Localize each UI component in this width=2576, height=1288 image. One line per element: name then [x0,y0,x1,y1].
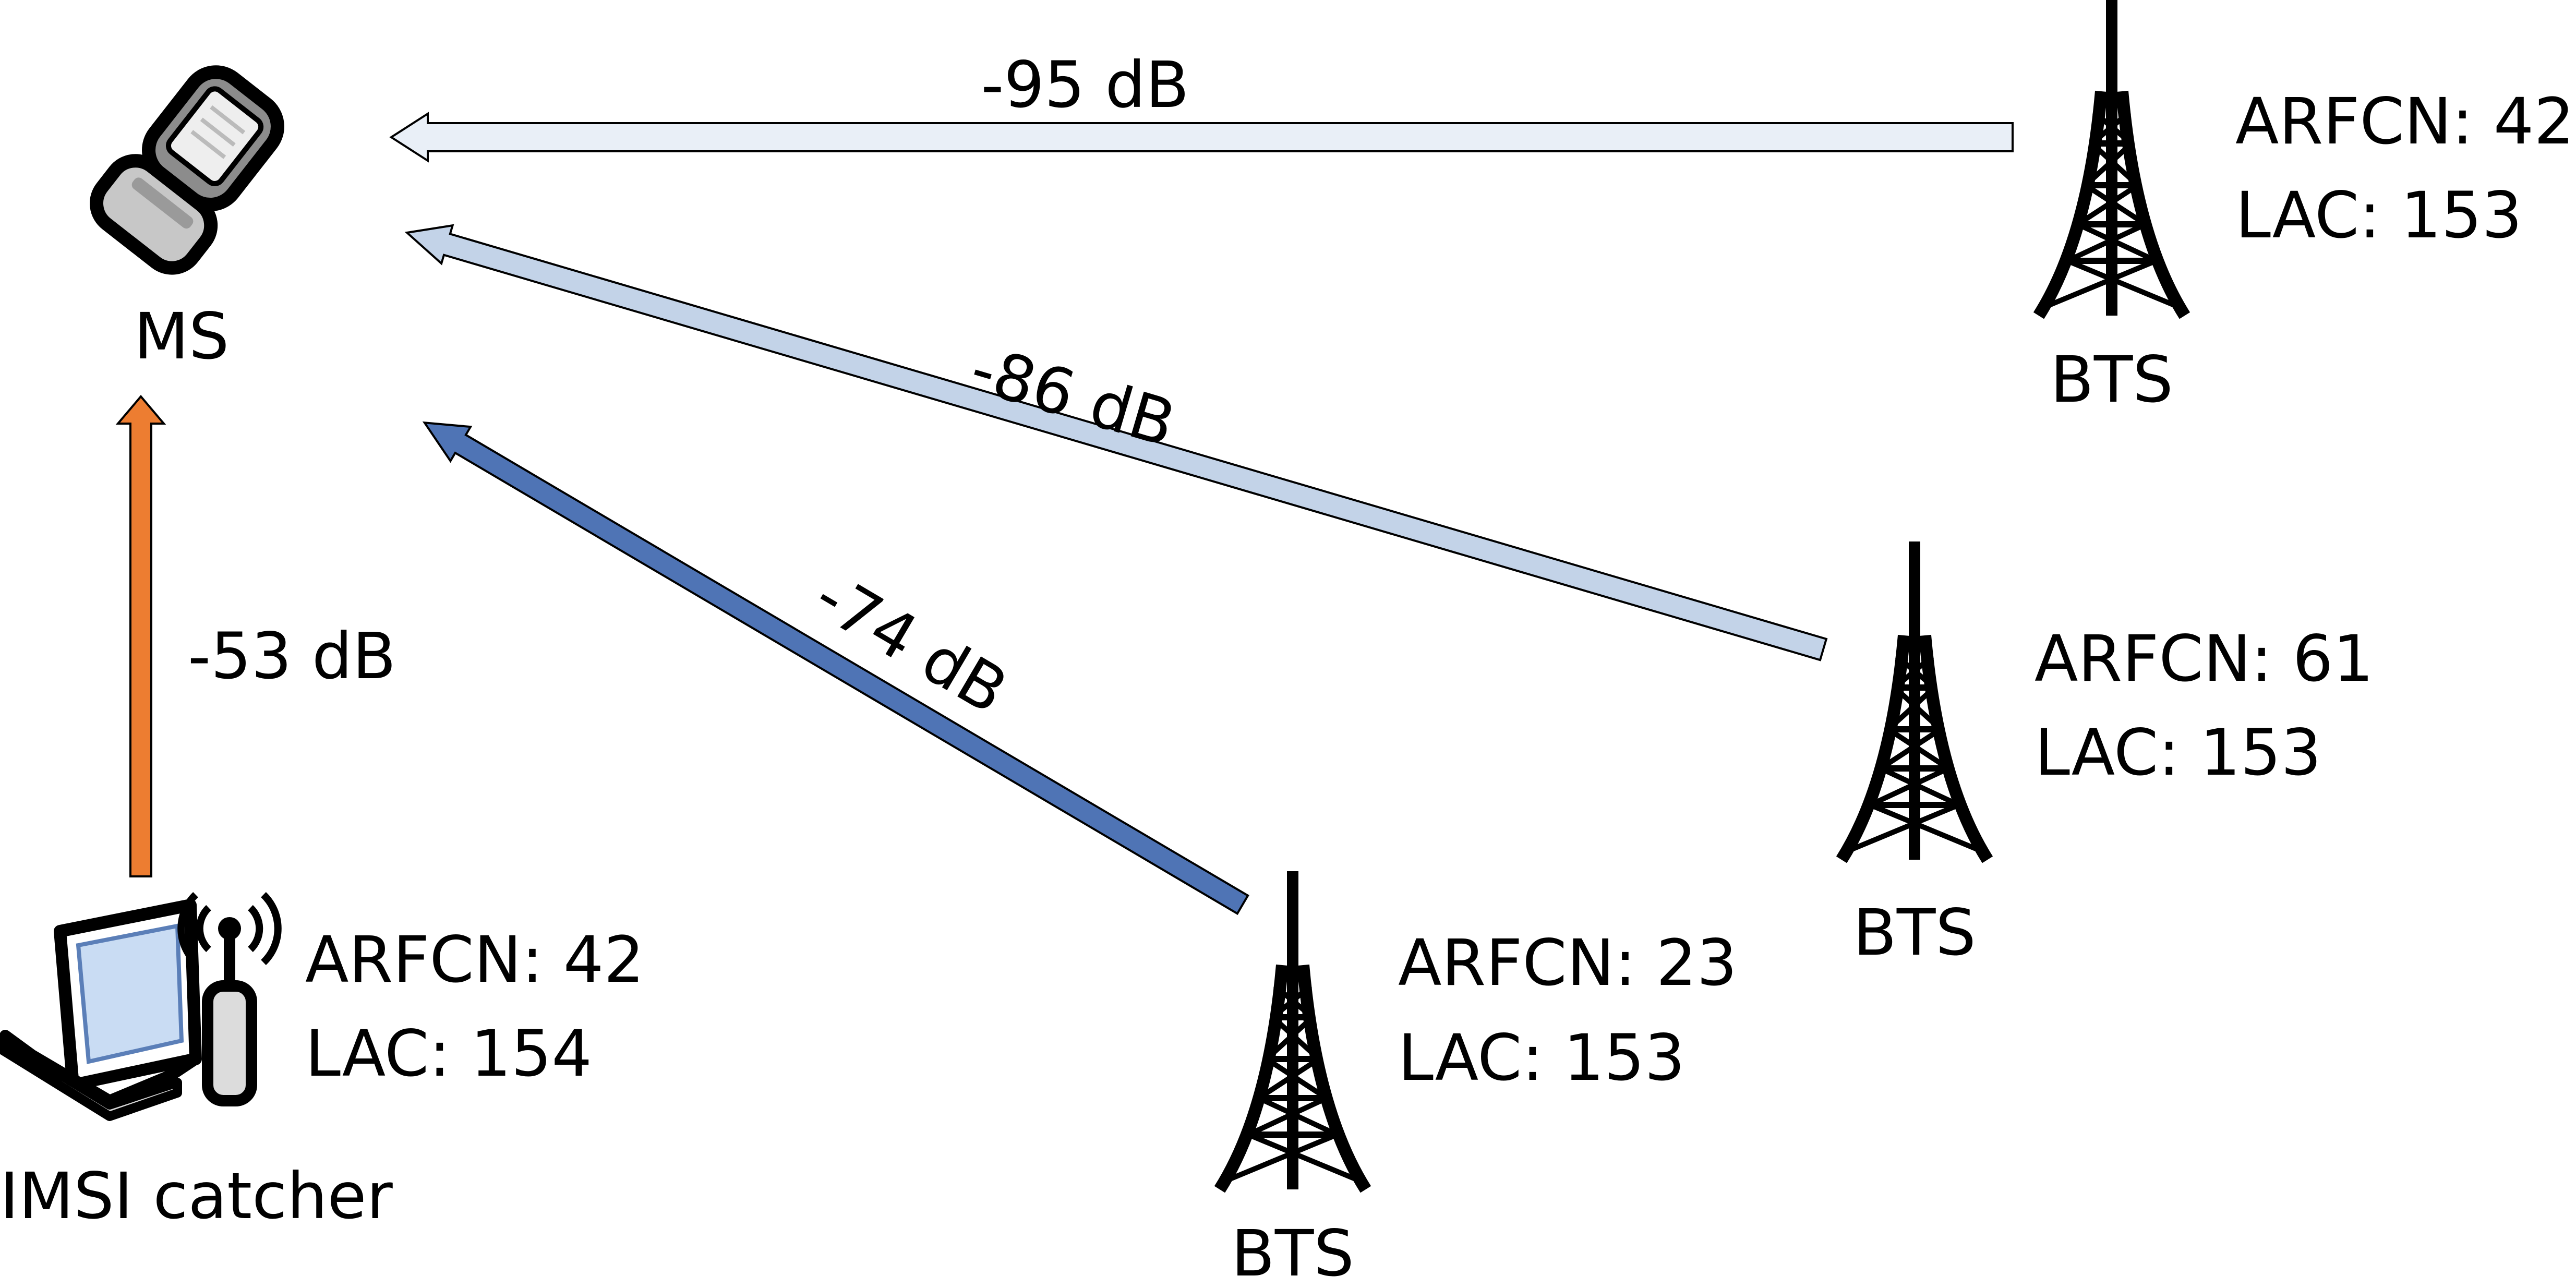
node-bts-bottom: BTS ARFCN: 23 LAC: 153 [1220,871,1737,1288]
node-bts-top: BTS ARFCN: 42 LAC: 153 [2039,0,2574,417]
arrow-bts-top-to-ms [389,112,2014,163]
cell-tower-icon [1841,541,1988,860]
cell-tower-icon [2039,0,2185,316]
bts-top-arfcn: ARFCN: 42 [2235,85,2574,159]
label-signal-bts-top: -95 dB [981,48,1189,122]
bts-bottom-arfcn: ARFCN: 23 [1398,926,1737,1000]
node-bts-middle: BTS ARFCN: 61 LAC: 153 [1841,541,2374,970]
arrow-imsi-to-ms [115,394,166,877]
bts-bottom-lac: LAC: 153 [1398,1021,1685,1095]
cell-tower-icon [1220,871,1366,1189]
link-bts-middle-to-ms [404,224,1828,661]
bts-bottom-label: BTS [1231,1217,1354,1288]
link-bts-bottom-to-ms [422,421,1249,915]
label-signal-imsi: -53 dB [188,619,396,693]
bts-top-label: BTS [2050,343,2173,417]
imsi-catcher-lac: LAC: 154 [305,1017,592,1091]
link-bts-top-to-ms [389,112,2014,163]
node-imsi-catcher: IMSI catcher ARFCN: 42 LAC: 154 [0,892,644,1233]
ms-label: MS [134,299,230,374]
bts-middle-label: BTS [1853,896,1976,970]
arrow-bts-middle-to-ms [404,224,1828,661]
bts-middle-arfcn: ARFCN: 61 [2035,622,2374,696]
imsi-catcher-label: IMSI catcher [0,1159,393,1233]
link-imsi-to-ms [115,394,166,877]
laptop-with-antenna-icon [0,892,282,1121]
label-signal-bts-middle: -86 dB [962,331,1183,461]
mobile-phone-icon [89,65,284,275]
bts-middle-lac: LAC: 153 [2035,716,2321,790]
node-ms: MS [89,65,284,374]
imsi-catcher-arfcn: ARFCN: 42 [305,923,644,997]
arrow-bts-bottom-to-ms [422,421,1249,915]
bts-top-lac: LAC: 153 [2235,178,2522,252]
